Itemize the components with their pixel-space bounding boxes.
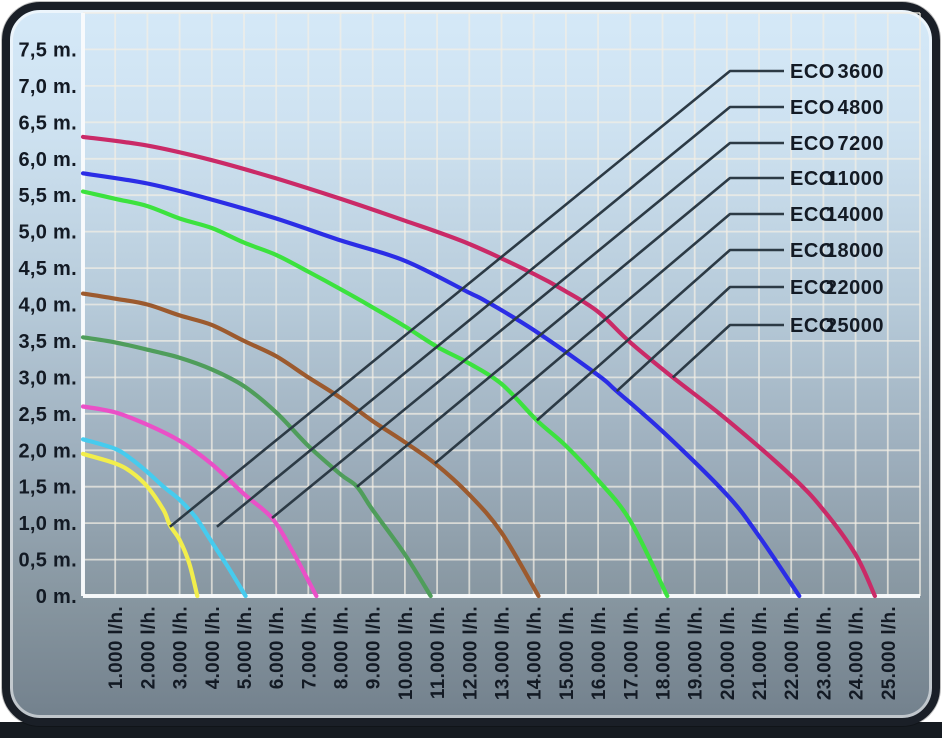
- x-axis-label: 9.000 l/h.: [364, 606, 385, 689]
- x-axis-label: 6.000 l/h.: [267, 606, 288, 689]
- y-axis-label: 1,0 m.: [19, 513, 78, 535]
- x-axis-label: 8.000 l/h.: [332, 606, 353, 689]
- y-axis-label: 5,5 m.: [19, 185, 78, 207]
- legend-number-label: 22000: [826, 277, 884, 299]
- curve-eco-7200: [80, 404, 319, 599]
- legend-model-label: ECO: [790, 97, 835, 119]
- page-curl: [926, 0, 942, 16]
- y-axis-label: 6,5 m.: [19, 112, 78, 134]
- grid: [81, 12, 921, 598]
- legend-entry: ECO 3600: [790, 61, 884, 83]
- legend-model-label: ECO: [790, 168, 835, 190]
- curve-eco-22000: [80, 171, 802, 599]
- y-axis-labels: 0 m. 0,5 m. 1,0 m. 1,5 m. 2,0 m. 2,5 m. 3,0 m.…: [19, 39, 78, 608]
- y-axis-label: 1,5 m.: [19, 477, 78, 499]
- x-axis-label: 18.000 l/h.: [654, 606, 675, 700]
- x-axis-label: 2.000 l/h.: [138, 606, 159, 689]
- legend-callout-line: [671, 323, 784, 379]
- x-axis-label: 23.000 l/h.: [814, 606, 835, 700]
- y-axis-label: 3,5 m.: [19, 331, 78, 353]
- x-axis-label: 11.000 l/h.: [428, 606, 449, 699]
- x-axis-label: 19.000 l/h.: [686, 606, 707, 700]
- x-axis-label: 22.000 l/h.: [782, 606, 803, 700]
- y-axis-label: 2,5 m.: [19, 404, 78, 426]
- legend-number-label: 7200: [838, 133, 885, 155]
- legend-entry: ECO 7200: [790, 133, 884, 155]
- legend-number-label: 3600: [838, 61, 885, 83]
- y-axis-label: 7,0 m.: [19, 76, 78, 98]
- y-axis-label: 0 m.: [36, 586, 77, 608]
- legend-callout-line: [536, 248, 784, 422]
- legend-callout-line: [216, 105, 784, 528]
- x-axis-label: 7.000 l/h.: [299, 606, 320, 689]
- legend-model-label: ECO: [790, 240, 835, 262]
- x-axis-label: 12.000 l/h.: [460, 606, 481, 700]
- x-axis-label: 4.000 l/h.: [203, 606, 224, 689]
- legend-number-label: 25000: [826, 315, 884, 337]
- legend-callout-line: [434, 212, 784, 465]
- legend-callout-line: [615, 285, 784, 393]
- y-axis-label: 3,0 m.: [19, 367, 78, 389]
- legend-model-label: ECO: [790, 315, 835, 337]
- pump-curves: [80, 134, 877, 599]
- x-axis-label: 3.000 l/h.: [171, 606, 192, 689]
- legend-number-label: 14000: [826, 204, 884, 226]
- x-axis-label: 1.000 l/h.: [106, 606, 127, 689]
- y-axis-label: 4,0 m.: [19, 295, 78, 317]
- x-axis-label: 13.000 l/h.: [493, 606, 514, 700]
- curve-eco-3600: [80, 451, 200, 599]
- legend-model-label: ECO: [790, 133, 835, 155]
- y-axis-label: 2,0 m.: [19, 440, 78, 462]
- legend-number-label: 4800: [838, 97, 885, 119]
- legend-model-label: ECO: [790, 204, 835, 226]
- y-axis-label: 4,5 m.: [19, 258, 78, 280]
- x-axis-label: 15.000 l/h.: [557, 606, 578, 700]
- y-axis-label: 6,0 m.: [19, 149, 78, 171]
- x-axis-label: 10.000 l/h.: [396, 606, 417, 700]
- x-axis-label: 20.000 l/h.: [718, 606, 739, 700]
- x-axis-labels: 1.000 l/h. 2.000 l/h. 3.000 l/h. 4.000 l/h.…: [106, 606, 900, 700]
- x-axis-label: 17.000 l/h.: [621, 606, 642, 700]
- y-axis-label: 7,5 m.: [19, 39, 78, 61]
- bottom-bar: [0, 722, 942, 738]
- y-axis-label: 5,0 m.: [19, 222, 78, 244]
- curve-eco-18000: [80, 189, 670, 599]
- legend-number-label: 11000: [827, 168, 884, 190]
- legend-callout-line: [356, 176, 784, 488]
- legend-callout-line: [169, 69, 784, 528]
- x-axis-label: 24.000 l/h.: [847, 606, 868, 700]
- y-axis-label: 0,5 m.: [19, 550, 78, 572]
- curve-eco-11000: [80, 335, 433, 599]
- curve-eco-25000: [80, 134, 877, 599]
- curve-eco-4800: [80, 437, 248, 599]
- legend-model-label: ECO: [790, 277, 835, 299]
- x-axis-label: 21.000 l/h.: [750, 606, 771, 700]
- legend-callout-line: [271, 141, 784, 520]
- x-axis-label: 14.000 l/h.: [525, 606, 546, 700]
- legend-number-label: 18000: [826, 240, 884, 262]
- legend-model-label: ECO: [790, 61, 835, 83]
- x-axis-label: 5.000 l/h.: [235, 606, 256, 689]
- curve-eco-14000: [80, 291, 541, 599]
- x-axis-label: 16.000 l/h.: [589, 606, 610, 700]
- x-axis-label: 25.000 l/h.: [879, 606, 900, 700]
- legend-entry: ECO 4800: [790, 97, 884, 119]
